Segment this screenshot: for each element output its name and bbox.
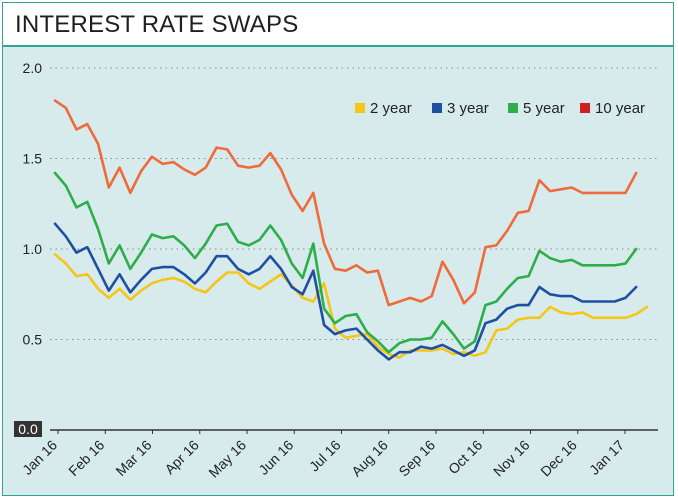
x-tick-label: Jan 16 bbox=[19, 437, 60, 478]
x-tick-label: Aug 16 bbox=[348, 437, 391, 480]
series-line-2-year bbox=[53, 253, 649, 359]
legend-swatch bbox=[508, 103, 518, 113]
series-line-10-year bbox=[53, 99, 638, 307]
x-tick-label: Jan 17 bbox=[586, 437, 627, 478]
x-tick-label: Oct 16 bbox=[445, 437, 486, 478]
y-tick-label: 1.5 bbox=[23, 151, 43, 167]
y-zero-label-bg bbox=[14, 421, 42, 437]
series-lines bbox=[53, 99, 649, 361]
x-tick-label: Nov 16 bbox=[490, 437, 533, 480]
x-tick-label: Dec 16 bbox=[537, 437, 580, 480]
x-tick-label: May 16 bbox=[205, 437, 249, 481]
series-line-5-year bbox=[53, 171, 638, 354]
legend-swatch bbox=[355, 103, 365, 113]
legend-swatch bbox=[580, 103, 590, 113]
x-tick-label: Mar 16 bbox=[112, 437, 154, 479]
legend-label: 3 year bbox=[447, 100, 489, 117]
legend-label: 2 year bbox=[370, 100, 412, 117]
legend-label: 10 year bbox=[595, 100, 645, 117]
y-tick-label: 2.0 bbox=[23, 60, 43, 76]
chart-title: INTEREST RATE SWAPS bbox=[15, 11, 299, 38]
y-tick-label: 0.0 bbox=[18, 421, 38, 437]
grid-lines bbox=[50, 67, 658, 340]
legend-swatch bbox=[432, 103, 442, 113]
x-tick-label: Feb 16 bbox=[65, 437, 107, 479]
x-tick-label: Sep 16 bbox=[395, 437, 438, 480]
y-tick-label: 0.5 bbox=[23, 332, 43, 348]
y-tick-label: 1.0 bbox=[23, 241, 43, 257]
series-line-3-year bbox=[53, 222, 638, 361]
title-bar: INTEREST RATE SWAPS bbox=[3, 3, 673, 47]
x-tick-label: Apr 16 bbox=[161, 437, 202, 478]
x-tick-label: Jul 16 bbox=[306, 437, 344, 475]
legend: 2 year 3 year 5 year 10 year bbox=[355, 100, 645, 117]
legend-label: 5 year bbox=[523, 100, 565, 117]
x-tick-label: Jun 16 bbox=[255, 437, 296, 478]
